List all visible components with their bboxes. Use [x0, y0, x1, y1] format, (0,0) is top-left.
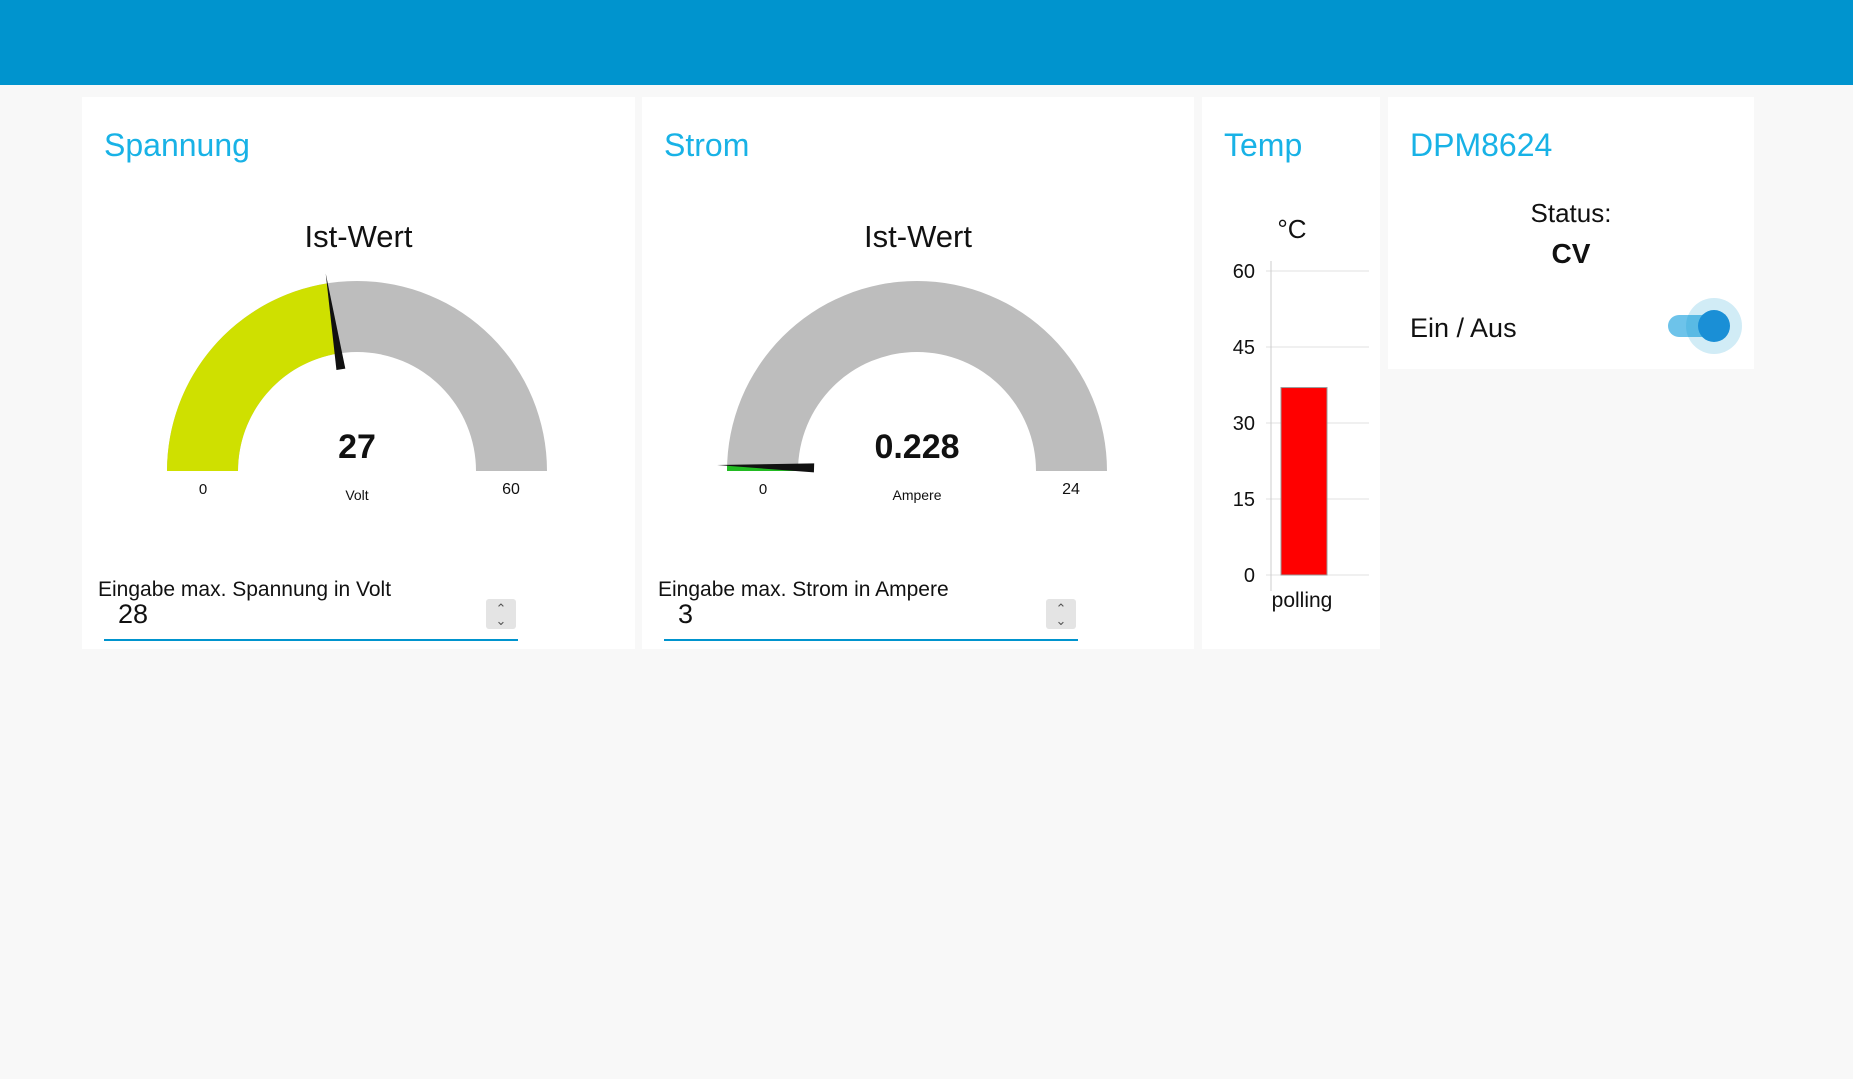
- strom-gauge-unit: Ampere: [892, 487, 941, 503]
- chart-y-tick-label: 30: [1233, 413, 1255, 435]
- top-bar: [0, 0, 1853, 85]
- spannung-title: Spannung: [104, 127, 250, 163]
- strom-gauge-track: [727, 281, 1107, 471]
- spannung-card: Spannung Ist-Wert 27 Volt 0 60 Eingabe m…: [82, 97, 635, 649]
- spannung-input-value[interactable]: 28: [118, 599, 149, 629]
- chart-y-tick-label: 60: [1233, 261, 1255, 283]
- temp-title: Temp: [1224, 127, 1303, 163]
- temp-card: Temp °C 0 15 30 45 60 polling: [1202, 97, 1380, 649]
- status-value: CV: [1551, 238, 1591, 269]
- strom-gauge: 0.228 Ampere 0 24: [717, 281, 1107, 503]
- chart-y-tick-label: 15: [1233, 489, 1255, 511]
- spannung-gauge-needle: [325, 273, 346, 370]
- strom-gauge-max: 24: [1062, 481, 1080, 498]
- toggle-label: Ein / Aus: [1410, 313, 1517, 343]
- spannung-gauge-value: 27: [338, 428, 376, 466]
- spannung-input[interactable]: 28 ⌃ ⌄: [104, 599, 518, 641]
- stepper-up-icon[interactable]: ⌃: [495, 601, 507, 616]
- chart-y-tick-label: 45: [1233, 337, 1255, 359]
- spannung-gauge-label: Ist-Wert: [304, 219, 413, 254]
- spannung-input-label: Eingabe max. Spannung in Volt: [98, 578, 392, 601]
- spannung-stepper[interactable]: ⌃ ⌄: [486, 599, 516, 629]
- stepper-down-icon[interactable]: ⌄: [495, 613, 507, 628]
- strom-card: Strom Ist-Wert 0.228 Ampere 0 24 Eingabe…: [642, 97, 1194, 649]
- chart-y-tick-label: 0: [1244, 565, 1255, 587]
- toggle-knob[interactable]: [1698, 310, 1730, 342]
- spannung-gauge-max: 60: [502, 481, 520, 498]
- strom-gauge-min: 0: [759, 481, 767, 498]
- strom-input-value[interactable]: 3: [678, 599, 694, 629]
- strom-title: Strom: [664, 127, 750, 163]
- chart-bar: [1280, 387, 1328, 576]
- strom-gauge-value: 0.228: [874, 428, 959, 466]
- strom-input[interactable]: 3 ⌃ ⌄: [664, 599, 1078, 641]
- spannung-gauge: 27 Volt 0 60: [167, 273, 547, 503]
- chart-x-tick-label: polling: [1272, 589, 1333, 612]
- dpm-title: DPM8624: [1410, 127, 1553, 163]
- spannung-gauge-unit: Volt: [345, 487, 368, 503]
- chart-title: °C: [1277, 214, 1306, 244]
- status-label: Status:: [1530, 198, 1612, 228]
- power-toggle[interactable]: [1660, 296, 1742, 356]
- strom-gauge-needle: [717, 463, 815, 473]
- stepper-down-icon[interactable]: ⌄: [1055, 613, 1067, 628]
- stepper-up-icon[interactable]: ⌃: [1055, 601, 1067, 616]
- strom-input-label: Eingabe max. Strom in Ampere: [658, 578, 949, 601]
- strom-gauge-label: Ist-Wert: [864, 219, 972, 254]
- spannung-gauge-min: 0: [199, 481, 207, 498]
- strom-stepper[interactable]: ⌃ ⌄: [1046, 599, 1076, 629]
- dpm-card: DPM8624 Status: CV Ein / Aus: [1388, 97, 1754, 369]
- spannung-gauge-fill: [167, 283, 339, 471]
- temp-chart: °C 0 15 30 45 60 polling: [1233, 214, 1369, 612]
